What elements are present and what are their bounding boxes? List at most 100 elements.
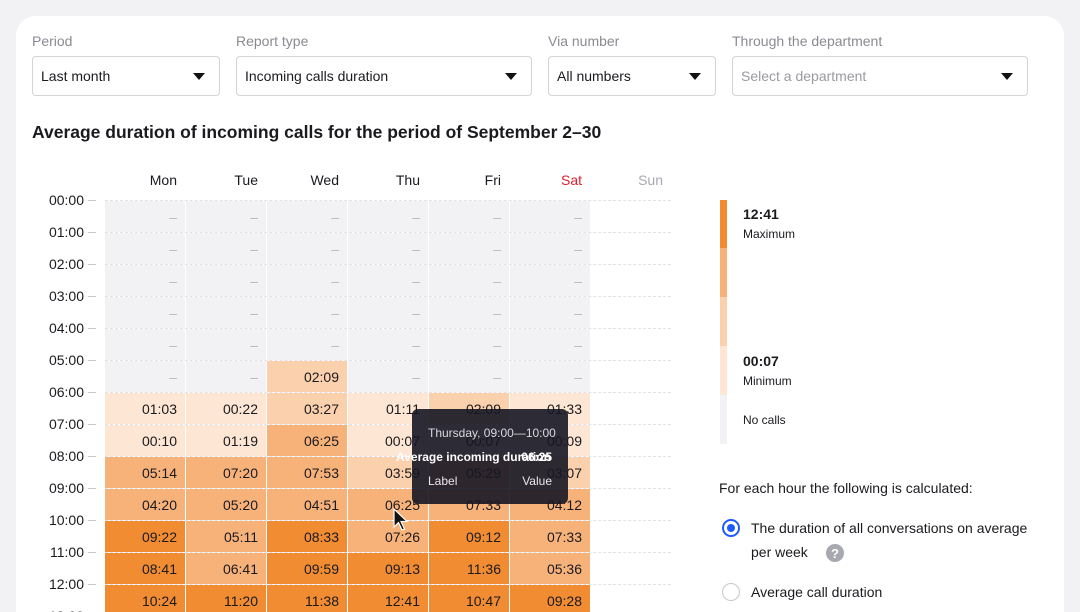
heatmap-cell[interactable]: 00:22 xyxy=(186,393,266,424)
via-number-select[interactable]: All numbers xyxy=(548,56,716,96)
hour-label: 04:00 xyxy=(48,320,84,336)
tooltip-series-name: Average incoming duration xyxy=(396,450,551,464)
heatmap-cell[interactable]: – xyxy=(186,265,266,296)
heatmap-cell[interactable]: – xyxy=(348,297,428,328)
radio-weekly-average[interactable] xyxy=(722,519,740,537)
heatmap-cell[interactable]: 05:11 xyxy=(186,521,266,552)
heatmap-cell[interactable]: 09:12 xyxy=(429,521,509,552)
heatmap-cell[interactable]: 05:20 xyxy=(186,489,266,520)
heatmap-cell[interactable]: 09:28 xyxy=(510,585,590,612)
heatmap-cell[interactable]: 05:36 xyxy=(510,553,590,584)
heatmap-cell[interactable]: 06:41 xyxy=(186,553,266,584)
heatmap-cell[interactable]: 01:19 xyxy=(186,425,266,456)
heatmap-cell[interactable]: 09:59 xyxy=(267,553,347,584)
heatmap-cell[interactable]: 05:14 xyxy=(105,457,185,488)
heatmap-cell[interactable]: 03:27 xyxy=(267,393,347,424)
day-header-thu: Thu xyxy=(395,172,420,188)
heatmap-cell[interactable]: – xyxy=(348,265,428,296)
tooltip-value-col: Value xyxy=(522,474,552,488)
hour-tick xyxy=(88,392,96,393)
heatmap-cell[interactable]: – xyxy=(186,297,266,328)
heatmap-cell[interactable]: – xyxy=(510,329,590,360)
heatmap-cell[interactable]: – xyxy=(348,201,428,232)
heatmap-cell[interactable]: – xyxy=(348,233,428,264)
heatmap-cell[interactable]: – xyxy=(186,361,266,392)
department-select[interactable]: Select a department xyxy=(732,56,1028,96)
heatmap-cell[interactable]: 06:25 xyxy=(267,425,347,456)
heatmap-cell[interactable]: – xyxy=(348,329,428,360)
heatmap-cell[interactable]: – xyxy=(510,361,590,392)
heatmap-cell[interactable]: 07:20 xyxy=(186,457,266,488)
option-average-call-duration-label[interactable]: Average call duration xyxy=(751,584,883,600)
gridline xyxy=(105,264,671,265)
heatmap-cell[interactable]: 07:53 xyxy=(267,457,347,488)
heatmap-cell[interactable]: – xyxy=(105,297,185,328)
via-number-value: All numbers xyxy=(557,68,631,84)
heatmap-cell[interactable]: – xyxy=(510,201,590,232)
heatmap-cell[interactable]: 12:41 xyxy=(348,585,428,612)
heatmap-cell[interactable]: 08:33 xyxy=(267,521,347,552)
via-number-label: Via number xyxy=(548,33,620,49)
heatmap-cell[interactable]: 04:51 xyxy=(267,489,347,520)
radio-average-call-duration[interactable] xyxy=(722,583,740,601)
heatmap-cell[interactable]: 09:22 xyxy=(105,521,185,552)
heatmap-cell[interactable]: 10:47 xyxy=(429,585,509,612)
heatmap-cell[interactable]: 02:09 xyxy=(267,361,347,392)
heatmap-cell[interactable]: – xyxy=(510,297,590,328)
report-type-select[interactable]: Incoming calls duration xyxy=(236,56,532,96)
heatmap-cell[interactable]: 11:36 xyxy=(429,553,509,584)
heatmap-cell[interactable]: – xyxy=(105,361,185,392)
heatmap-cell[interactable]: – xyxy=(105,329,185,360)
heatmap-cell[interactable]: – xyxy=(510,265,590,296)
heatmap-cell[interactable]: – xyxy=(186,233,266,264)
heatmap-cell[interactable]: – xyxy=(186,329,266,360)
heatmap-cell[interactable]: 07:33 xyxy=(510,521,590,552)
heatmap-cell[interactable]: – xyxy=(429,265,509,296)
hour-tick xyxy=(88,328,96,329)
heatmap-cell[interactable]: 09:13 xyxy=(348,553,428,584)
hour-tick xyxy=(88,584,96,585)
heatmap-cell[interactable]: – xyxy=(429,201,509,232)
heatmap-cell[interactable]: – xyxy=(429,297,509,328)
heatmap-cell[interactable]: – xyxy=(267,297,347,328)
heatmap-cell[interactable]: – xyxy=(105,233,185,264)
heatmap-cell[interactable]: – xyxy=(348,361,428,392)
heatmap-cell[interactable]: 08:41 xyxy=(105,553,185,584)
heatmap-cell[interactable]: – xyxy=(510,233,590,264)
hour-tick xyxy=(88,360,96,361)
period-value: Last month xyxy=(41,68,111,84)
heatmap-cell[interactable]: – xyxy=(267,201,347,232)
heatmap-cell[interactable]: – xyxy=(105,201,185,232)
hour-label: 12:00 xyxy=(48,576,84,592)
heatmap-cell[interactable]: 01:03 xyxy=(105,393,185,424)
gridline xyxy=(105,520,671,521)
heatmap-cell[interactable]: – xyxy=(429,361,509,392)
hour-label: 03:00 xyxy=(48,288,84,304)
heatmap-cell[interactable]: – xyxy=(429,329,509,360)
help-icon[interactable]: ? xyxy=(826,544,844,562)
heatmap-cell[interactable]: – xyxy=(429,233,509,264)
legend-max-label: Maximum xyxy=(743,227,796,241)
day-header-sat: Sat xyxy=(560,172,582,188)
legend-bar-high xyxy=(720,248,727,297)
hour-label: 09:00 xyxy=(48,480,84,496)
period-select[interactable]: Last month xyxy=(32,56,220,96)
report-type-value: Incoming calls duration xyxy=(245,68,389,84)
day-header-sun: Sun xyxy=(638,172,663,188)
heatmap-cell[interactable]: 07:26 xyxy=(348,521,428,552)
heatmap-cell[interactable]: 00:10 xyxy=(105,425,185,456)
heatmap-cell[interactable]: 10:24 xyxy=(105,585,185,612)
department-placeholder: Select a department xyxy=(741,68,867,84)
heatmap-cell[interactable]: 04:20 xyxy=(105,489,185,520)
heatmap-cell[interactable]: – xyxy=(267,265,347,296)
legend-bar-none xyxy=(720,395,727,444)
heatmap-cell[interactable]: – xyxy=(105,265,185,296)
report-type-label: Report type xyxy=(236,33,309,49)
heatmap-cell[interactable]: 11:38 xyxy=(267,585,347,612)
option-weekly-average-label[interactable]: The duration of all conversations on ave… xyxy=(751,520,1028,560)
heatmap-cell[interactable]: – xyxy=(186,201,266,232)
heatmap-cell[interactable]: – xyxy=(267,233,347,264)
heatmap-cell[interactable]: 11:20 xyxy=(186,585,266,612)
hour-label: 08:00 xyxy=(48,448,84,464)
heatmap-cell[interactable]: – xyxy=(267,329,347,360)
